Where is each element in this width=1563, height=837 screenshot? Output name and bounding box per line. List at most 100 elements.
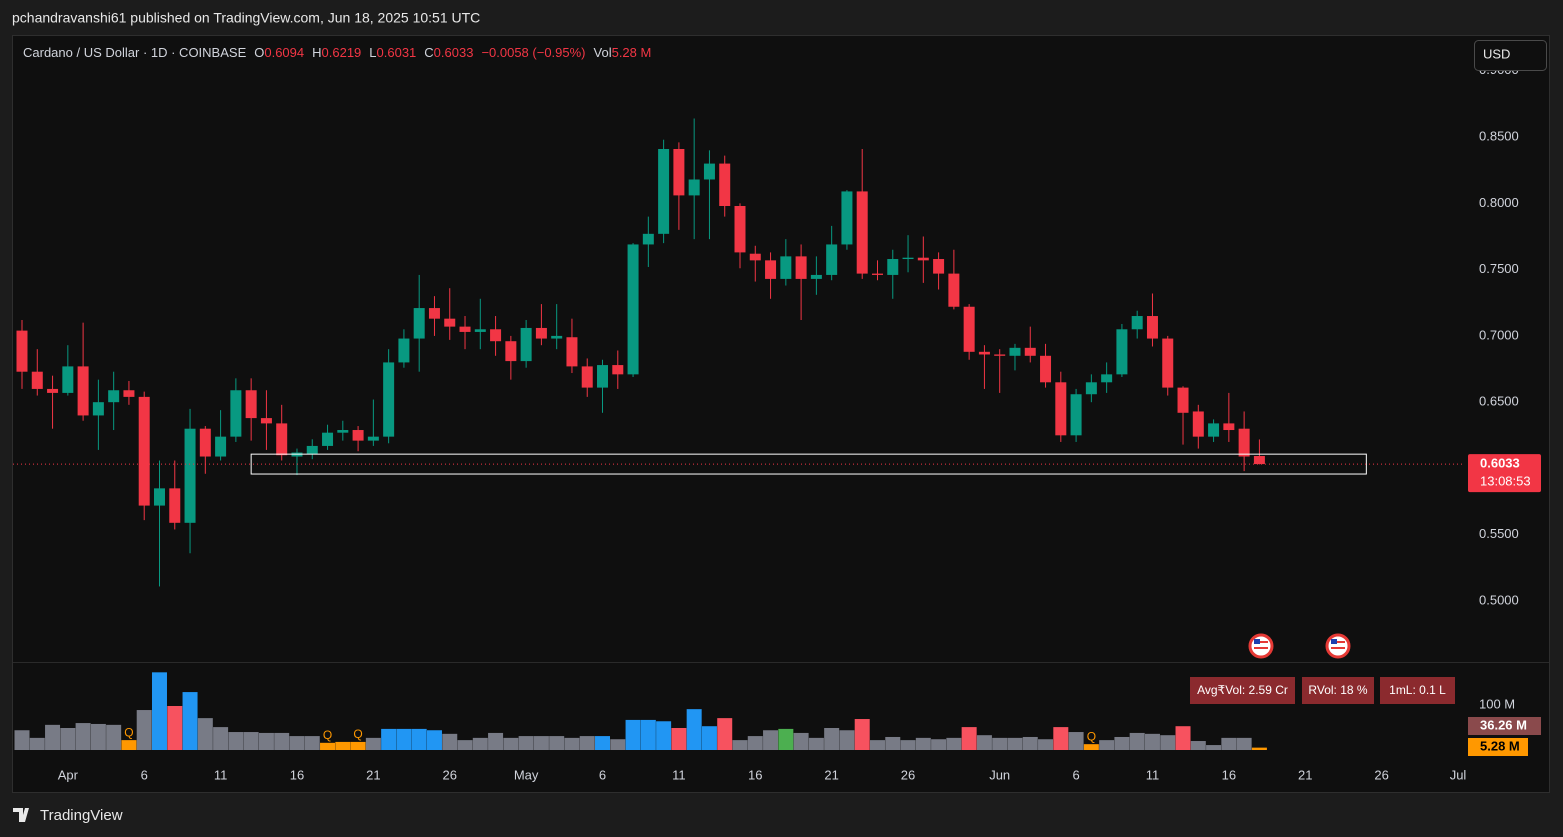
x-tick-label: 6 [141,767,148,782]
candle-body [658,149,670,234]
volume-bar [1053,727,1069,750]
volume-bar [1083,744,1099,750]
volume-bar [1022,736,1038,750]
indicator-label: Avg₹Vol: 2.59 Cr [1197,683,1288,697]
volume-bar [396,728,412,750]
candle-body [16,330,28,372]
candle-body [47,388,59,393]
volume-ma-label: 36.26 M [1480,717,1527,732]
candle-body [245,390,257,419]
volume-value: 5.28 M [612,45,652,60]
x-tick-label: 16 [1222,767,1236,782]
footer-brand: TradingView [40,807,123,824]
volume-bar [900,740,916,750]
volume-bar [1144,733,1160,750]
volume-bar [350,741,366,750]
plot: 0.50000.55000.60000.65000.70000.75000.80… [13,62,1541,782]
open-label: O [254,45,264,60]
candle-body [673,149,685,196]
volume-bar [197,718,213,750]
candle-body [749,253,761,261]
close-label: C [424,45,433,60]
currency-label[interactable]: USD [1483,46,1510,61]
candle-body [963,306,975,352]
y-tick-label: 0.7500 [1479,261,1519,276]
candle-body [1009,347,1021,356]
volume-bar [472,737,488,750]
volume-bar [289,736,305,750]
candle-body [826,244,838,275]
y-tick-label: 0.5500 [1479,526,1519,541]
candle-body [994,354,1006,356]
volume-bar [90,723,106,750]
stripe [1331,647,1345,649]
candle-body [810,274,822,279]
x-tick-label: Jul [1450,767,1467,782]
volume-bar [793,732,809,750]
volume-bar [610,739,626,750]
volume-bar [839,730,855,750]
candle-body [520,327,532,362]
open-value: 0.6094 [264,45,304,60]
change: −0.0058 (−0.95%) [481,45,585,60]
candle-body [948,273,960,307]
event-icon[interactable] [1325,633,1351,659]
close-value: 0.6033 [434,45,474,60]
chart-panel [12,35,1550,793]
x-tick-label: 11 [214,767,228,782]
candle-body [123,390,135,397]
volume-bar [136,710,152,750]
earnings-marker: Q [1087,729,1096,743]
event-icon[interactable] [1248,633,1274,659]
y-tick-label: 0.6500 [1479,394,1519,409]
volume-bar [29,737,45,750]
high-label: H [312,45,321,60]
canton [1254,639,1260,644]
volume-bar [564,737,580,750]
last-price-label: 0.6033 [1480,456,1520,471]
candle-body [1131,316,1143,330]
indicator-box [1380,677,1455,704]
candle-body [887,259,899,275]
x-tick-label: 6 [599,767,606,782]
volume-bar [228,732,244,750]
candle-body [1024,347,1036,356]
volume-bar [1160,735,1176,750]
candle-body [62,366,74,393]
candle-body [230,390,242,437]
x-tick-label: May [514,767,539,782]
candle-body [337,430,349,433]
y-tick-label: 0.8000 [1479,195,1519,210]
volume-bar [732,740,748,750]
volume-bar [320,742,336,750]
candle-body [1208,423,1220,437]
candle-body [1040,355,1052,383]
logo-mark [13,808,29,822]
candle-body [841,191,853,245]
volume-bar [1038,739,1054,750]
candle-body [1101,374,1113,383]
volume-bar [335,741,351,750]
x-tick-label: 11 [672,767,686,782]
legend: Cardano / US Dollar · 1D · COINBASE O0.60… [23,45,651,60]
x-tick-label: 21 [1298,767,1312,782]
volume-bar [1206,745,1222,750]
earnings-marker: Q [124,725,133,739]
event-ring [1248,633,1274,659]
volume-bar [747,736,763,750]
candle-body [581,366,593,388]
header-title: pchandravanshi61 published on TradingVie… [12,10,480,26]
volume-bar [426,730,442,750]
low-label: L [369,45,376,60]
candle-body [703,163,715,180]
volume-bar [381,728,397,750]
candle-body [215,436,227,457]
x-tick-label: Jun [989,767,1010,782]
candle-body [688,179,700,196]
candle-body [428,308,440,319]
volume-bar [824,728,840,750]
currency-button[interactable] [1474,40,1547,71]
volume-bar [1129,732,1145,750]
